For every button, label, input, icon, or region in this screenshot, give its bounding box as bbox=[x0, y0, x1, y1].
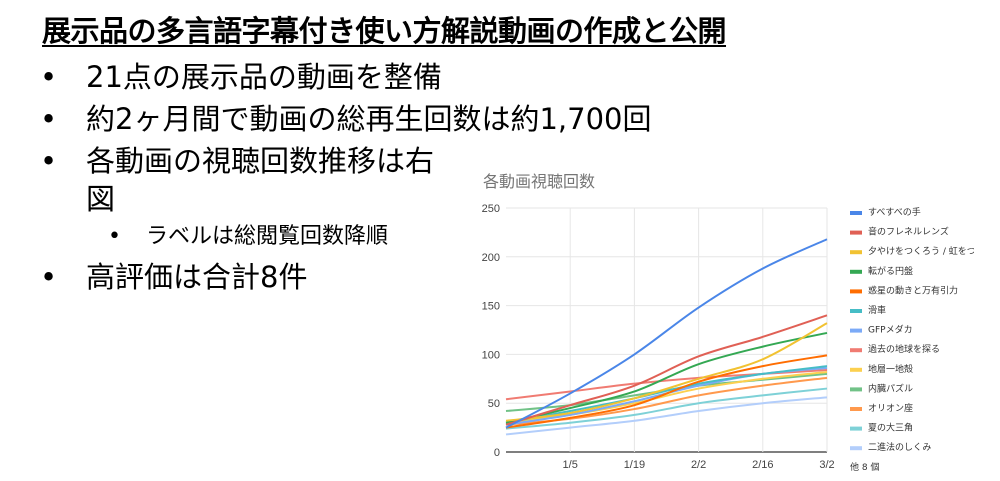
y-tick-label: 0 bbox=[494, 447, 500, 459]
series-line bbox=[505, 396, 828, 436]
x-tick-label: 1/19 bbox=[624, 459, 645, 471]
bullet-item: 21点の展示品の動画を整備 bbox=[40, 58, 740, 96]
sub-bullet-item: ラベルは総閲覧回数降順 bbox=[40, 222, 740, 252]
y-tick-label: 50 bbox=[488, 398, 500, 410]
legend-label: 地層一地殻 bbox=[868, 363, 913, 375]
series-line bbox=[505, 365, 828, 424]
legend-label: 惑星の動きと万有引力 bbox=[868, 284, 958, 296]
y-tick-label: 200 bbox=[482, 252, 500, 264]
legend-swatch bbox=[850, 446, 862, 451]
legend-swatch bbox=[850, 348, 862, 353]
series-line bbox=[505, 387, 828, 430]
legend-more-label: 他 8 個 bbox=[850, 461, 879, 473]
y-tick-label: 100 bbox=[482, 349, 500, 361]
series-line bbox=[505, 314, 828, 426]
legend-label: 二進法のしくみ bbox=[868, 441, 931, 453]
legend-label: オリオン座 bbox=[868, 402, 913, 414]
legend-swatch bbox=[850, 230, 862, 235]
series-line bbox=[505, 322, 828, 422]
legend-label: 過去の地球を探る bbox=[868, 343, 940, 355]
x-tick-label: 2/2 bbox=[691, 459, 706, 471]
x-tick-label: 2/16 bbox=[752, 459, 773, 471]
legend-swatch bbox=[850, 250, 862, 255]
legend-label: 内臓パズル bbox=[868, 382, 913, 394]
legend-label: 夏の大三角 bbox=[868, 422, 913, 434]
series-line bbox=[505, 331, 828, 424]
bullet-item: 高評価は合計8件 bbox=[40, 258, 740, 296]
legend-swatch bbox=[850, 309, 862, 313]
legend-swatch bbox=[850, 289, 862, 294]
series-line bbox=[505, 238, 828, 429]
legend-label: 音のフレネルレンズ bbox=[868, 226, 949, 238]
legend-label: 転がる円盤 bbox=[868, 265, 913, 277]
legend-swatch bbox=[850, 407, 862, 411]
chart-title: 各動画視聴回数 bbox=[483, 173, 595, 191]
series-line bbox=[505, 354, 828, 429]
legend-swatch bbox=[850, 211, 862, 215]
slide-title: 展示品の多言語字幕付き使い方解説動画の作成と公開 bbox=[42, 14, 727, 48]
x-tick-label: 3/2 bbox=[819, 459, 834, 471]
y-tick-label: 150 bbox=[482, 301, 500, 313]
bullet-list: 21点の展示品の動画を整備 約2ヶ月間で動画の総再生回数は約1,700回 各動画… bbox=[40, 58, 740, 300]
legend-label: 滑車 bbox=[868, 304, 886, 316]
views-line-chart: 各動画視聴回数 0 50 100 150 200 250 1/5 1/19 2/2 2/16 3/2… bbox=[482, 173, 974, 473]
legend-swatch bbox=[850, 426, 862, 431]
legend-label: すべすべの手 bbox=[868, 206, 921, 218]
legend-label: 夕やけをつくろう / 虹をつ... bbox=[868, 245, 974, 257]
bullet-item: 約2ヶ月間で動画の総再生回数は約1,700回 bbox=[40, 100, 740, 138]
legend-swatch bbox=[850, 367, 862, 372]
x-tick-label: 1/5 bbox=[563, 459, 578, 471]
bullet-item: 各動画の視聴回数推移は右図 bbox=[40, 142, 446, 218]
legend-swatch bbox=[850, 328, 862, 333]
legend-swatch bbox=[850, 269, 862, 274]
y-tick-label: 250 bbox=[482, 203, 500, 215]
legend-label: GFPメダカ bbox=[868, 324, 913, 336]
legend-swatch bbox=[850, 387, 862, 392]
